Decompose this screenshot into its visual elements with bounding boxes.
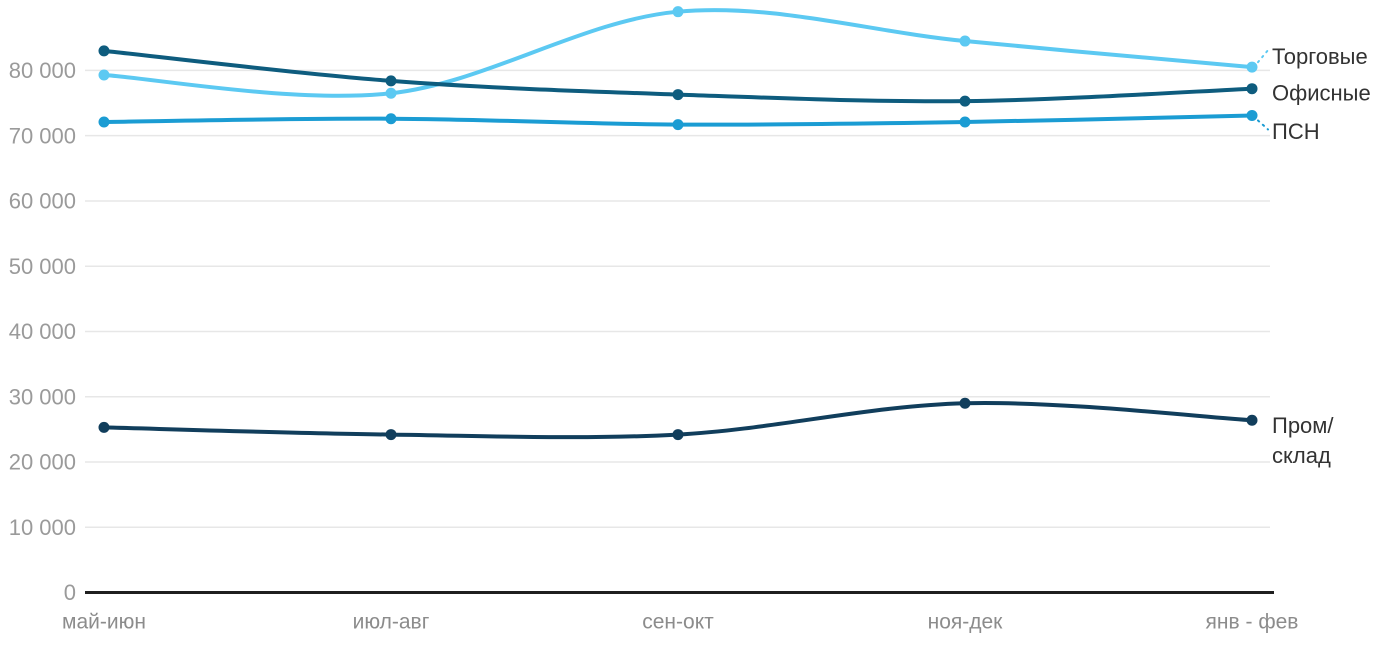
data-point-marker[interactable]	[385, 75, 397, 87]
data-point-marker[interactable]	[98, 45, 110, 57]
x-axis-category-label: май-июн	[62, 610, 146, 633]
y-axis-labels: 0 10 000 20 000 30 000 40 000 50 000 60 000 70 …	[9, 58, 76, 605]
y-axis-tick-label: 50 000	[9, 254, 76, 279]
data-point-marker[interactable]	[1246, 109, 1258, 121]
data-point-marker[interactable]	[385, 87, 397, 99]
series-label-4: склад	[1272, 443, 1331, 468]
data-point-marker[interactable]	[959, 116, 971, 128]
x-axis-labels: май-июн июл-авг сен-окт ноя-дек янв - фев	[62, 610, 1298, 633]
y-axis-tick-label: 40 000	[9, 319, 76, 344]
series-label-3: ПСН	[1272, 119, 1320, 144]
y-axis-tick-label: 80 000	[9, 58, 76, 83]
data-point-marker[interactable]	[98, 421, 110, 433]
data-point-marker[interactable]	[1246, 414, 1258, 426]
y-axis-tick-label: 70 000	[9, 123, 76, 148]
x-axis-category-label: янв - фев	[1206, 610, 1299, 633]
x-axis-category-label: ноя-дек	[928, 610, 1004, 633]
data-point-marker[interactable]	[959, 35, 971, 47]
gridlines	[85, 69, 1270, 528]
data-point-marker[interactable]	[672, 6, 684, 18]
label-connector-line	[1257, 119, 1269, 131]
data-point-marker[interactable]	[1246, 61, 1258, 73]
x-axis-category-label: июл-авг	[353, 610, 430, 633]
data-point-marker[interactable]	[1246, 83, 1258, 95]
data-point-marker[interactable]	[98, 116, 110, 128]
series-end-labels: Торговые Офисные ПСН Пром/склад	[1257, 44, 1371, 468]
x-axis-category-label: сен-окт	[642, 610, 714, 633]
data-point-marker[interactable]	[385, 113, 397, 125]
data-point-marker[interactable]	[98, 69, 110, 81]
y-axis-tick-label: 10 000	[9, 515, 76, 540]
series-line-1[interactable]	[102, 8, 1254, 98]
series-label-4: Пром/	[1272, 413, 1334, 438]
y-axis-tick-label: 0	[64, 580, 76, 605]
data-point-marker[interactable]	[959, 397, 971, 409]
y-axis-tick-label: 20 000	[9, 450, 76, 475]
series-label-1: Торговые	[1272, 44, 1368, 69]
data-point-marker[interactable]	[385, 429, 397, 441]
data-point-marker[interactable]	[672, 119, 684, 131]
y-axis-tick-label: 60 000	[9, 189, 76, 214]
data-point-marker[interactable]	[672, 89, 684, 101]
y-axis-tick-label: 30 000	[9, 384, 76, 409]
series-label-2: Офисные	[1272, 80, 1371, 105]
data-point-marker[interactable]	[672, 429, 684, 441]
data-point-marker[interactable]	[959, 95, 971, 107]
series-lines	[98, 6, 1258, 441]
label-connector-line	[1257, 49, 1269, 64]
